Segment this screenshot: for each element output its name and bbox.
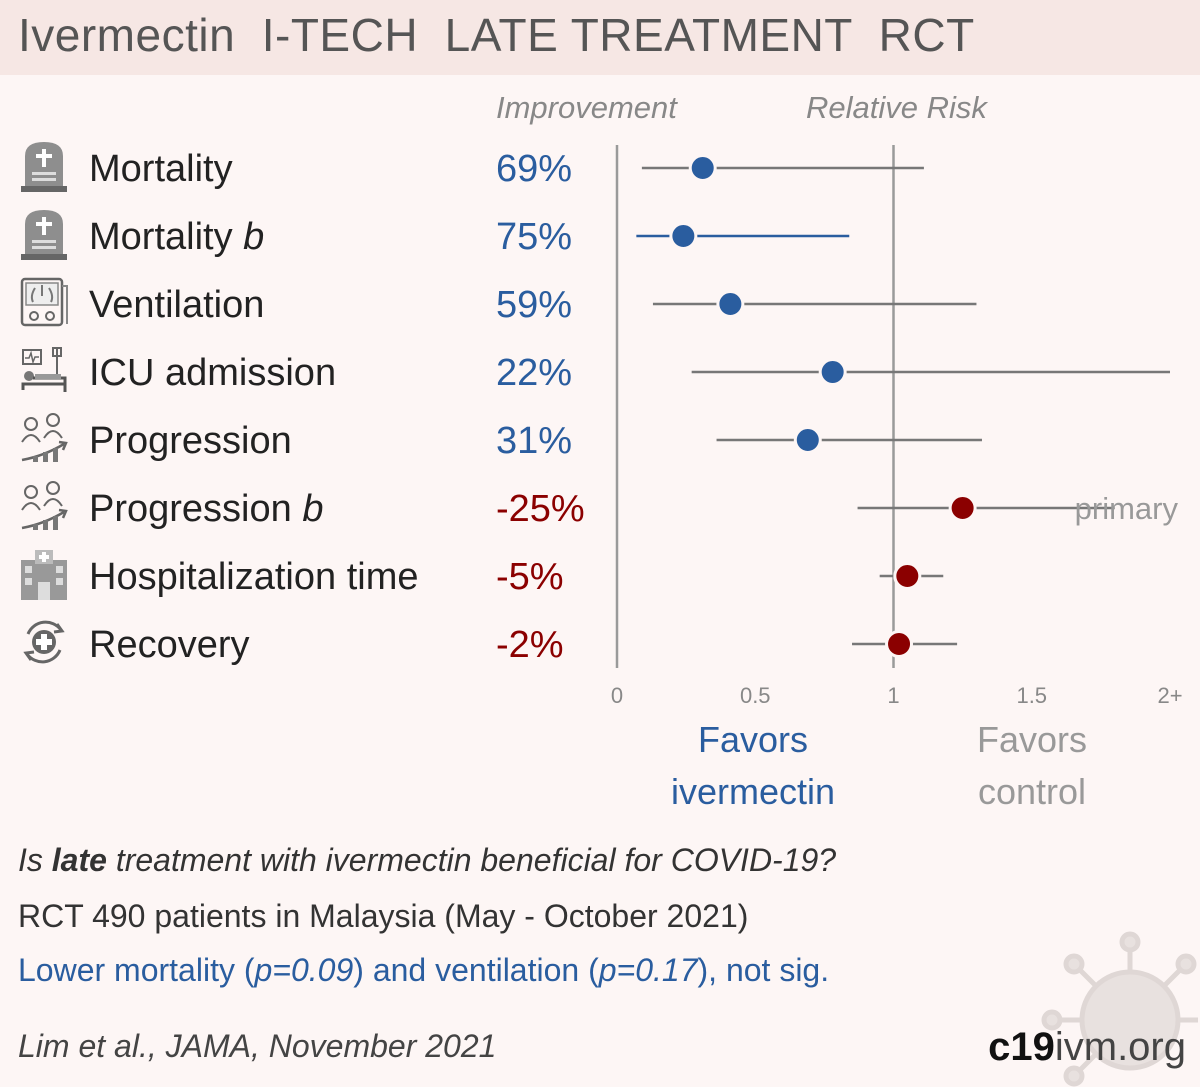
progression-icon <box>21 481 68 530</box>
favors-right-line2: control <box>978 771 1086 812</box>
point-estimate <box>948 494 977 522</box>
improvement-value: -2% <box>496 624 564 666</box>
citation: Lim et al., JAMA, November 2021 <box>18 1028 497 1064</box>
p-value-ventilation: p=0.17 <box>598 952 698 988</box>
improvement-value: 22% <box>496 352 572 394</box>
point-estimate <box>793 426 822 454</box>
ventilator-icon <box>20 277 68 327</box>
outcome-label: Recovery <box>89 624 250 666</box>
title-stage: LATE TREATMENT <box>444 9 853 61</box>
point-estimate <box>885 630 914 658</box>
relative-risk-header: Relative Risk <box>806 90 988 125</box>
virus-watermark-icon <box>1041 931 1198 1087</box>
point-estimate <box>688 154 717 182</box>
favors-left-line2: ivermectin <box>671 771 835 812</box>
improvement-value: 31% <box>496 420 572 462</box>
question-bold: late <box>51 842 107 878</box>
outcome-label: Progression <box>89 420 292 462</box>
outcome-label: Mortality <box>89 148 233 190</box>
hospital-icon <box>21 550 67 600</box>
x-tick-label: 0 <box>611 683 623 708</box>
improvement-value: 59% <box>496 284 572 326</box>
tombstone-icon <box>21 210 67 260</box>
improvement-value: 69% <box>496 148 572 190</box>
icu-bed-icon <box>21 347 67 392</box>
rct-line: RCT 490 patients in Malaysia (May - Octo… <box>18 898 749 934</box>
point-estimate <box>893 562 922 590</box>
title-trial: I-TECH <box>261 9 419 61</box>
tombstone-icon <box>21 142 67 192</box>
outcome-note: primary <box>1075 491 1179 526</box>
improvement-header: Improvement <box>496 90 678 125</box>
outcome-label: Progression b <box>89 488 323 530</box>
point-estimate <box>669 222 698 250</box>
result-line: Lower mortality (p=0.09) and ventilation… <box>18 952 830 988</box>
x-tick-label: 0.5 <box>740 683 771 708</box>
point-estimate <box>818 358 847 386</box>
recovery-icon <box>23 620 65 664</box>
improvement-value: 75% <box>496 216 572 258</box>
title-bar: Ivermectin I-TECH LATE TREATMENT RCT <box>0 0 1200 75</box>
improvement-value: -25% <box>496 488 585 530</box>
x-tick-label: 2+ <box>1157 683 1182 708</box>
title-drug: Ivermectin <box>18 9 236 61</box>
point-estimate <box>716 290 745 318</box>
question-line: Is late treatment with ivermectin benefi… <box>18 842 837 878</box>
site-logo[interactable]: c19ivm.org <box>988 1025 1186 1069</box>
improvement-value: -5% <box>496 556 564 598</box>
favors-right-line1: Favors <box>977 719 1087 760</box>
page-title: Ivermectin I-TECH LATE TREATMENT RCT <box>18 8 975 62</box>
title-design: RCT <box>878 9 975 61</box>
outcome-label: ICU admission <box>89 352 336 394</box>
outcome-label: Ventilation <box>89 284 264 326</box>
x-tick-label: 1 <box>887 683 899 708</box>
outcome-label: Hospitalization time <box>89 556 418 598</box>
p-value-mortality: p=0.09 <box>254 952 354 988</box>
progression-icon <box>21 413 68 462</box>
forest-plot: Improvement Relative Risk 0 0.5 1 1.5 2+ Favors… <box>20 90 1183 812</box>
outcome-label: Mortality b <box>89 216 264 258</box>
favors-left-line1: Favors <box>698 719 808 760</box>
x-tick-label: 1.5 <box>1016 683 1047 708</box>
